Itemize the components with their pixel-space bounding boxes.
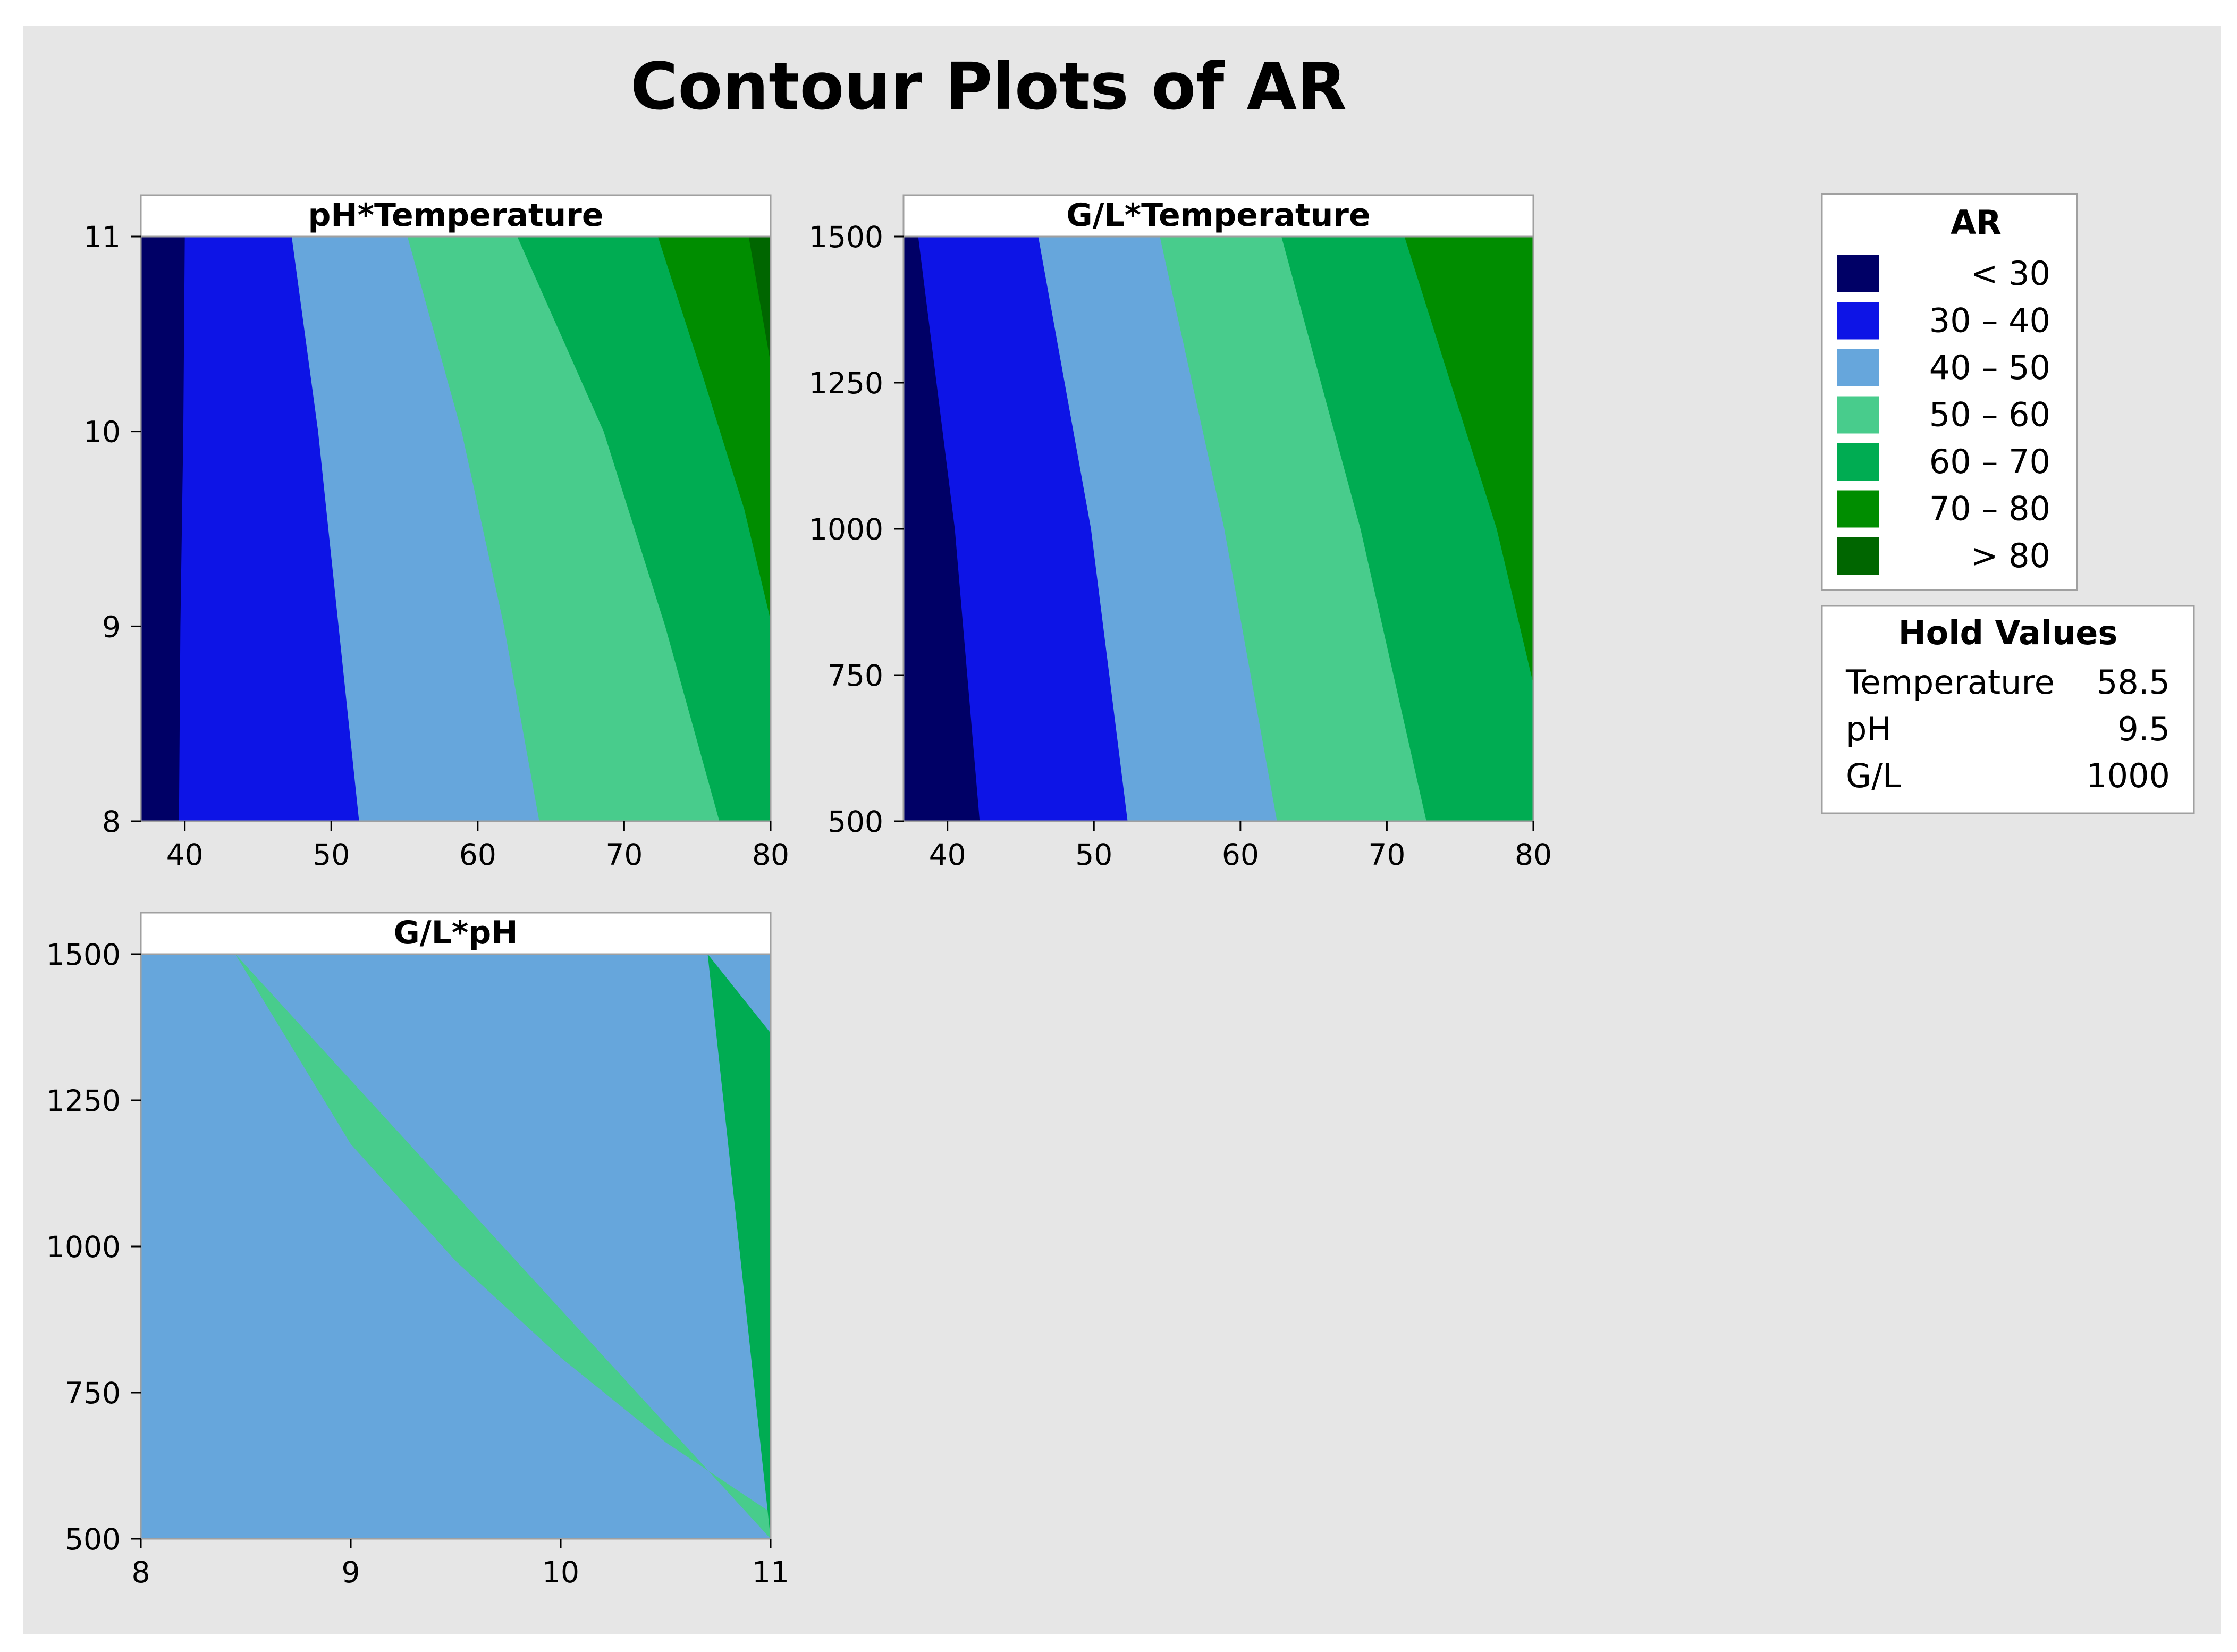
- x-tick-label: 70: [1368, 838, 1405, 872]
- x-tick-label: 80: [1515, 838, 1552, 872]
- x-tick-label: 11: [752, 1555, 789, 1589]
- legend-swatch: [1837, 255, 1879, 292]
- contour-band: [235, 954, 771, 1539]
- x-tick-label: 40: [929, 838, 966, 872]
- plot-area: [141, 237, 771, 821]
- x-tick-label: 50: [313, 838, 350, 872]
- y-tick-label: 1250: [46, 1084, 121, 1118]
- contour-band: [748, 237, 771, 364]
- y-tick-label: 1000: [46, 1230, 121, 1264]
- panel-2: G/L*Temperature 40 50 60 70 80 500 750 1000 1250 1…: [809, 194, 1552, 872]
- y-tick-label: 1000: [809, 512, 883, 546]
- hold-value-number: 58.5: [2097, 663, 2170, 702]
- hold-value-number: 9.5: [2117, 710, 2170, 748]
- y-tick-label: 1500: [809, 220, 883, 254]
- x-tick-label: 8: [132, 1555, 150, 1589]
- x-tick-label: 80: [752, 838, 789, 872]
- legend-label: > 80: [1970, 536, 2050, 575]
- hold-values-box: Hold Values Temperature 58.5 pH 9.5 G/L 1000: [1821, 605, 2195, 814]
- panel-title: G/L*Temperature: [1066, 197, 1370, 234]
- x-tick-label: 40: [166, 838, 204, 872]
- x-tick-label: 60: [1222, 838, 1259, 872]
- x-tick-label: 70: [605, 838, 643, 872]
- hold-value-label: Temperature: [1845, 663, 2055, 702]
- panels: pH*Temperature 40 50 60 70 80 8 9 10 11 G/L*Temper…: [46, 194, 1552, 1589]
- x-tick-label: 9: [342, 1555, 360, 1589]
- panel-title-strip: [140, 912, 772, 955]
- legend-title: AR: [1951, 203, 2002, 242]
- legend-box: [1821, 193, 2078, 591]
- hold-value-label: G/L: [1846, 756, 1901, 795]
- y-tick-label: 500: [828, 805, 883, 839]
- legend-label: 70 – 80: [1929, 490, 2050, 528]
- legend-label: < 30: [1970, 254, 2050, 293]
- legend-label: 40 – 50: [1929, 348, 2050, 387]
- panel-frame: [140, 235, 772, 822]
- panel-title: G/L*pH: [394, 914, 518, 951]
- panel-1: pH*Temperature 40 50 60 70 80 8 9 10 11: [83, 194, 789, 872]
- hold-value-number: 1000: [2086, 756, 2170, 795]
- legend-swatch: [1837, 396, 1879, 434]
- chart-title: Contour Plots of AR: [630, 49, 1347, 124]
- x-tick-label: 10: [542, 1555, 579, 1589]
- legend-swatch: [1837, 349, 1879, 386]
- plot-area: [141, 954, 771, 1539]
- plot-area: [904, 237, 1533, 821]
- y-tick-label: 10: [83, 415, 121, 449]
- contour-band: [1404, 237, 1533, 684]
- legend-swatch: [1837, 443, 1879, 481]
- y-tick-label: 1500: [46, 938, 121, 972]
- hold-values-frame: [1821, 605, 2195, 814]
- y-tick-label: 750: [828, 659, 883, 693]
- panel-title: pH*Temperature: [308, 197, 603, 234]
- legend-label: 60 – 70: [1929, 442, 2050, 481]
- panel-title-strip: [902, 194, 1534, 238]
- hold-value-label: pH: [1846, 710, 1892, 748]
- x-tick-label: 60: [459, 838, 496, 872]
- contour-band: [657, 237, 771, 621]
- y-tick-label: 8: [102, 805, 121, 839]
- legend-label: 50 – 60: [1929, 395, 2050, 434]
- y-tick-label: 11: [83, 220, 121, 254]
- legend-swatch: [1837, 490, 1879, 528]
- y-tick-label: 500: [65, 1522, 121, 1556]
- contour-band: [707, 954, 771, 1539]
- x-tick-label: 50: [1075, 838, 1112, 872]
- legend: AR < 30 30 – 40 40 – 50 50 – 60 60 – 70 70 – 8…: [1821, 193, 2078, 591]
- legend-label: 30 – 40: [1929, 301, 2050, 340]
- panel-3: G/L*pH 8 9 10 11 500 750 1000 1250 1500: [46, 912, 789, 1589]
- legend-swatch: [1837, 537, 1879, 575]
- y-tick-label: 9: [102, 610, 121, 644]
- hold-values-title: Hold Values: [1898, 613, 2117, 652]
- y-tick-label: 750: [65, 1376, 121, 1410]
- y-tick-label: 1250: [809, 366, 883, 400]
- legend-swatch: [1837, 302, 1879, 340]
